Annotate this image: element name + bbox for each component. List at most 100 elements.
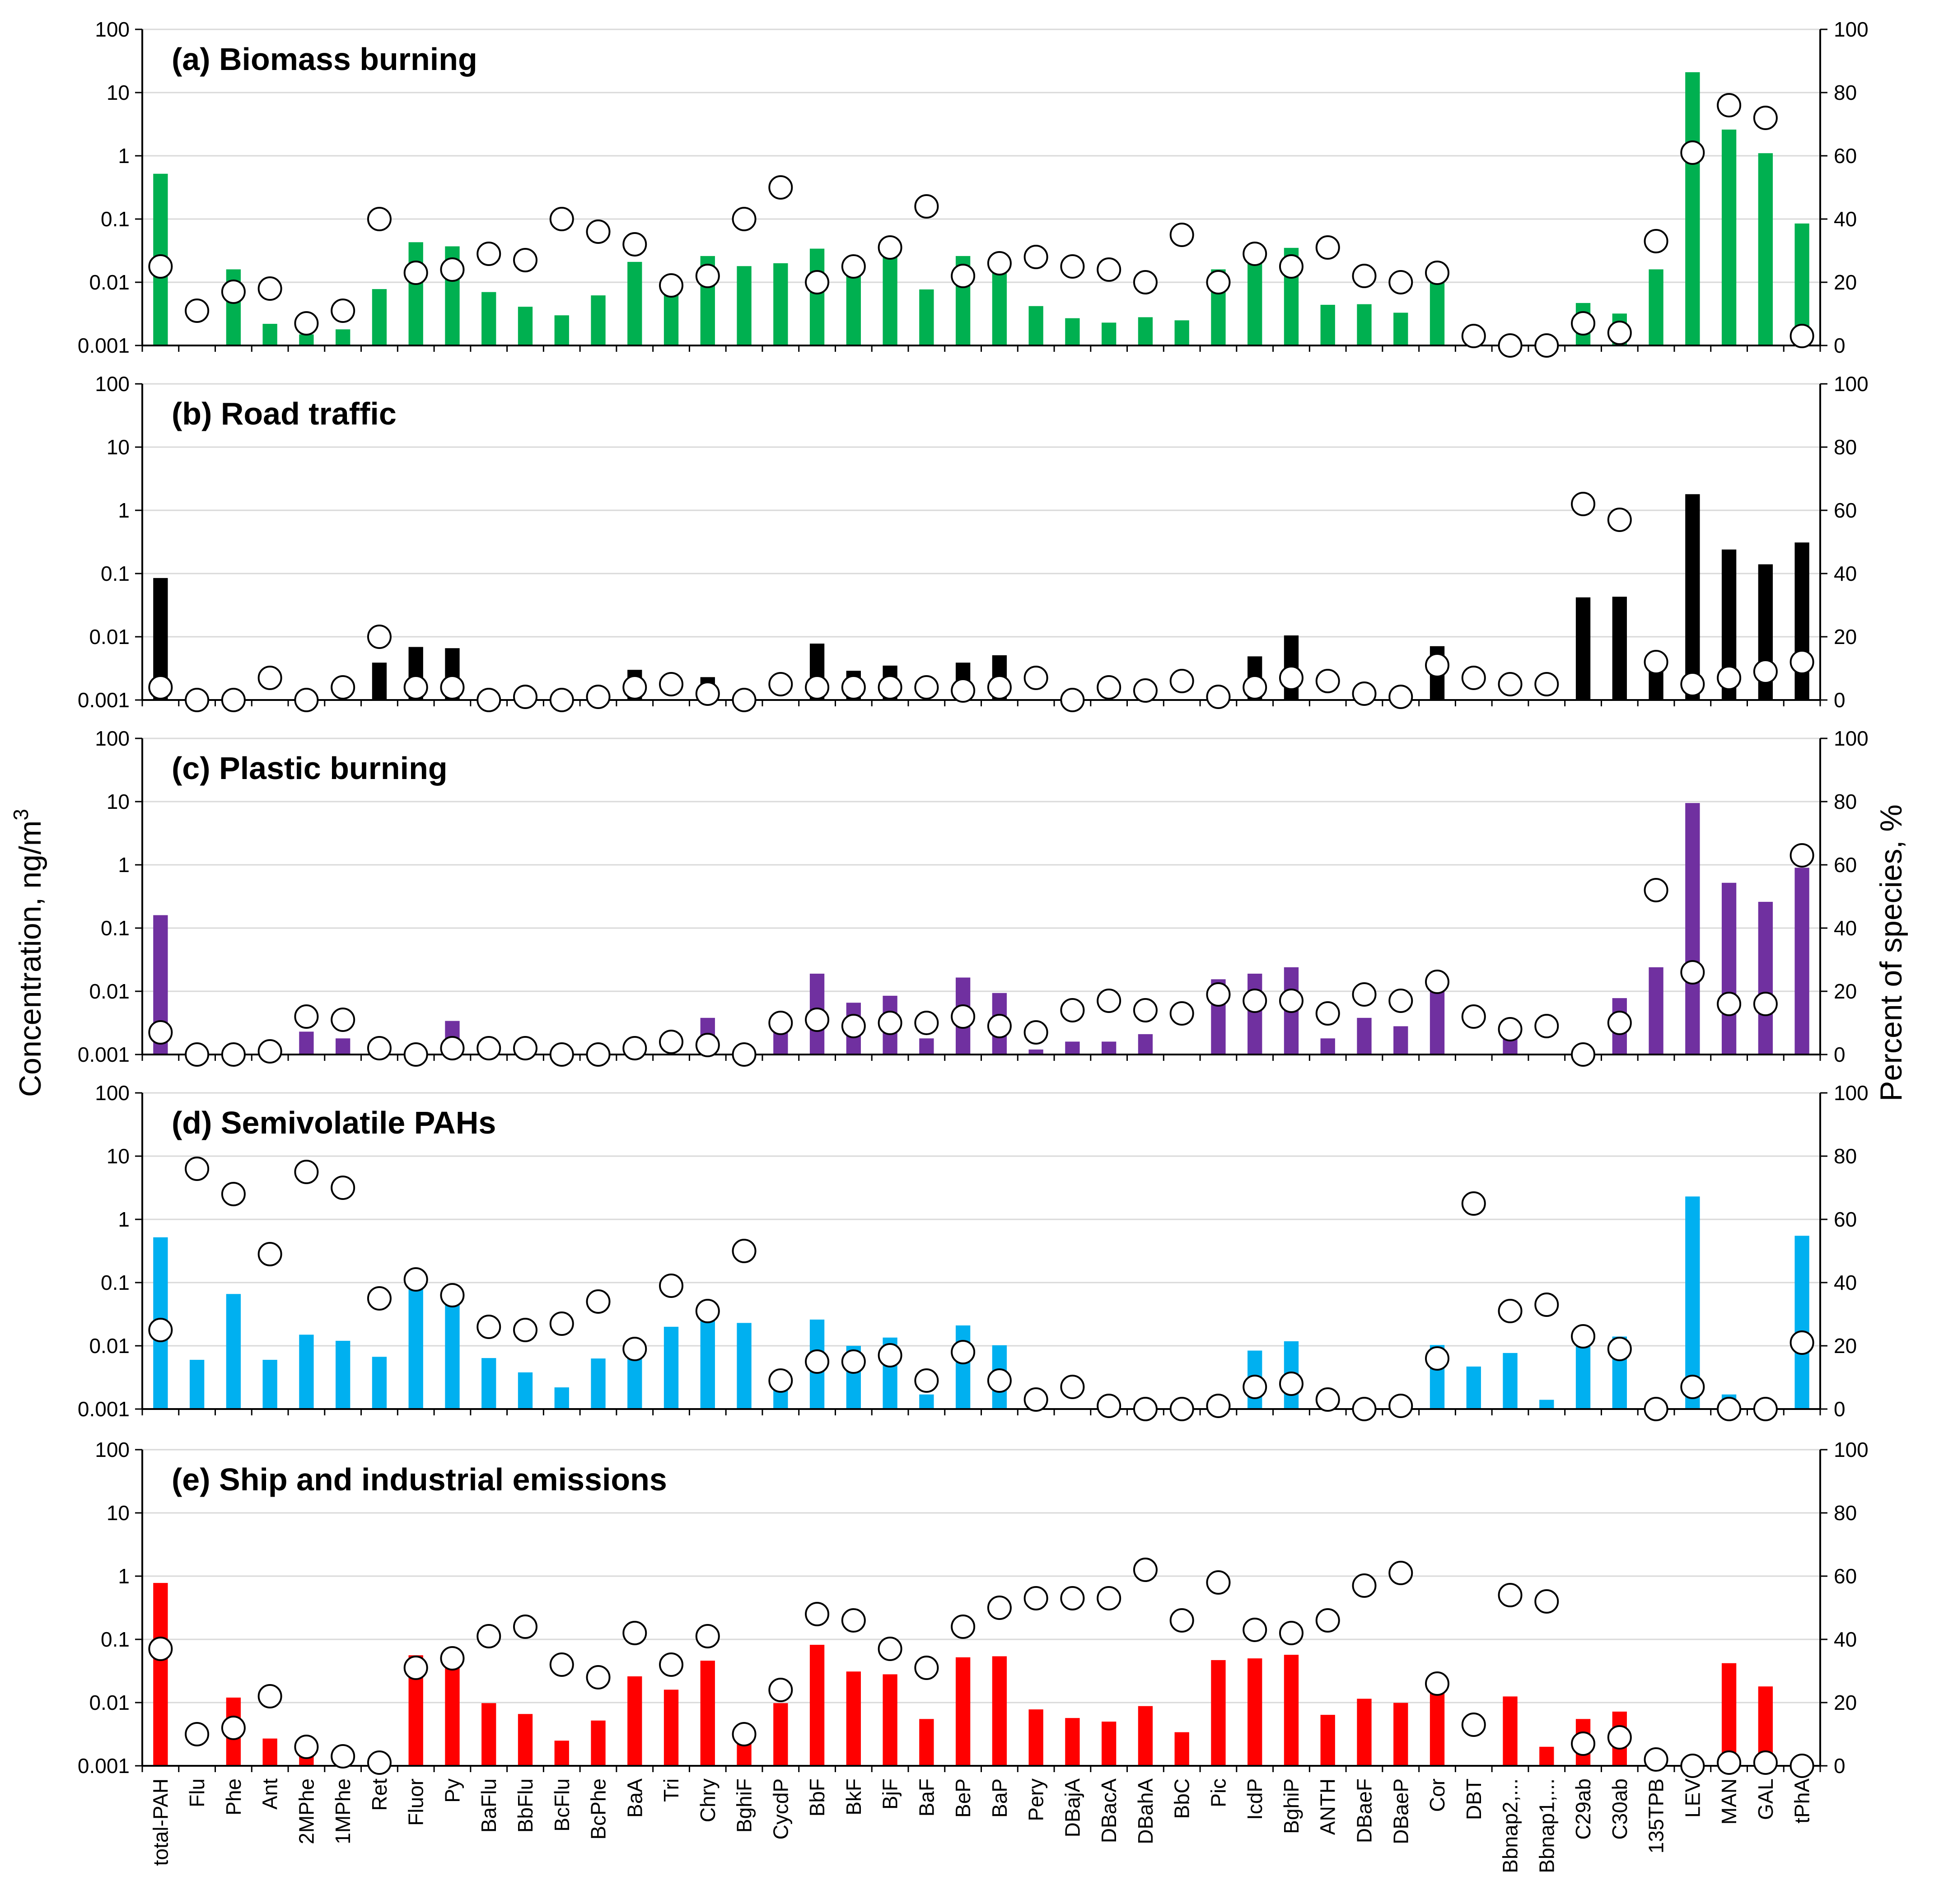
bar (1248, 973, 1262, 1055)
percent-marker (1243, 1375, 1267, 1399)
bar (445, 1668, 460, 1766)
bar (1430, 1690, 1445, 1766)
panel-5: 0.001 0.01 0.1 1 10 100 0 20 40 60 80 100 (e) Ship a… (78, 1438, 1869, 1778)
bar (1320, 1715, 1335, 1766)
percent-marker (1717, 93, 1742, 117)
bar (1357, 1699, 1372, 1766)
y-tick-label-right: 80 (1834, 790, 1857, 813)
percent-marker (805, 1349, 830, 1374)
percent-marker (805, 270, 830, 294)
percent-marker (951, 678, 976, 703)
y-axis-left-title-text: Concentration, ng/m (13, 821, 47, 1097)
percent-marker (1023, 666, 1048, 690)
percent-marker (257, 276, 282, 301)
percent-marker (549, 688, 574, 712)
bar (1102, 1722, 1117, 1766)
bar (809, 1645, 825, 1766)
bar (883, 252, 897, 345)
percent-marker (1169, 669, 1194, 693)
percent-marker (1789, 843, 1814, 868)
x-category-label: CycdP (769, 1778, 792, 1839)
percent-marker (1680, 672, 1705, 696)
percent-marker (1753, 106, 1778, 130)
percent-marker (1644, 229, 1668, 253)
bar (554, 315, 569, 345)
y-tick-label-right: 60 (1834, 1208, 1857, 1231)
x-category-label: 135TPB (1645, 1778, 1668, 1853)
bar (1248, 258, 1262, 345)
percent-marker (294, 311, 319, 336)
x-category-label: BaFlu (477, 1778, 500, 1833)
percent-marker (1279, 666, 1304, 690)
percent-marker (1789, 650, 1814, 674)
percent-marker (1717, 1397, 1742, 1421)
y-tick-label-right: 20 (1834, 1334, 1857, 1358)
percent-marker (878, 235, 902, 260)
bar (1794, 868, 1809, 1055)
percent-marker (257, 1039, 282, 1064)
bar (481, 1358, 496, 1409)
percent-marker (1133, 270, 1158, 294)
percent-marker (586, 1042, 611, 1067)
percent-marker (951, 264, 976, 288)
x-category-label: 1MPhe (331, 1778, 355, 1844)
bar (591, 1720, 606, 1766)
percent-marker (549, 207, 574, 231)
percent-marker (477, 242, 501, 266)
bar (1721, 129, 1737, 345)
percent-marker (1169, 223, 1194, 247)
x-category-label: BaF (915, 1778, 938, 1816)
percent-marker (185, 1157, 210, 1181)
percent-marker (477, 1036, 501, 1060)
y-tick-label-left: 100 (95, 1081, 130, 1105)
y-tick-label-right: 0 (1834, 688, 1846, 712)
percent-marker (1571, 311, 1596, 336)
percent-marker (695, 1033, 720, 1057)
bar (992, 263, 1007, 345)
percent-marker (549, 1311, 574, 1336)
panel-1: 0.001 0.01 0.1 1 10 100 0 20 40 60 80 100 (a) Biomas… (78, 18, 1869, 358)
y-tick-label-left: 100 (95, 727, 130, 750)
y-tick-label-right: 20 (1834, 1691, 1857, 1714)
y-tick-label-right: 100 (1834, 727, 1869, 750)
percent-marker (1425, 653, 1450, 677)
percent-marker (878, 675, 902, 700)
percent-marker (951, 1004, 976, 1029)
percent-marker (1097, 257, 1121, 282)
y-tick-label-left: 0.01 (89, 1334, 130, 1358)
percent-marker (914, 1656, 939, 1680)
bar (591, 295, 606, 345)
y-tick-label-right: 60 (1834, 144, 1857, 168)
bar (226, 1294, 241, 1409)
x-category-label: DBacA (1097, 1778, 1121, 1843)
bar (1357, 1017, 1372, 1055)
bar (1503, 1353, 1518, 1409)
percent-marker (659, 672, 684, 696)
panel-title: (b) Road traffic (172, 396, 397, 431)
bar (1721, 1663, 1737, 1766)
percent-marker (513, 1615, 537, 1639)
percent-marker (695, 681, 720, 706)
y-tick-label-right: 0 (1834, 334, 1846, 357)
percent-marker (1206, 1570, 1231, 1595)
bar (846, 269, 861, 345)
y-tick-label-left: 0.01 (89, 980, 130, 1003)
y-tick-label-left: 0.1 (101, 1271, 130, 1294)
percent-marker (331, 675, 355, 700)
percent-marker (331, 1008, 355, 1032)
percent-marker (1315, 235, 1340, 260)
percent-marker (732, 207, 757, 231)
percent-marker (148, 1318, 173, 1342)
bar (1174, 320, 1189, 345)
percent-marker (1388, 1394, 1413, 1418)
percent-marker (1133, 1558, 1158, 1582)
percent-marker (294, 688, 319, 712)
percent-marker (1607, 1011, 1632, 1035)
percent-marker (951, 1615, 976, 1639)
y-tick-label-left: 0.01 (89, 1691, 130, 1714)
percent-marker (513, 248, 537, 272)
bar (372, 1357, 387, 1409)
percent-marker (148, 1020, 173, 1045)
percent-marker (914, 194, 939, 219)
y-tick-label-right: 100 (1834, 18, 1869, 41)
